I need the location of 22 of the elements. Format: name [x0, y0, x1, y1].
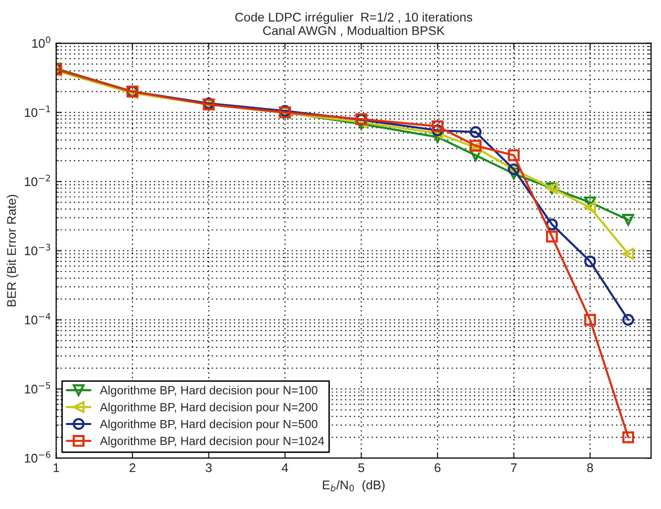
y-tick-label: 10$^{−3}$ [24, 244, 50, 256]
x-tick-label: 6 [434, 463, 440, 472]
chart-title: Code LDPC irrégulier R=1/2 , 10 iterations Canal AWGN , Modualtion BPSK [235, 12, 472, 37]
x-tick-label: 7 [510, 463, 517, 472]
y-tick-label: 10$^{−6}$ [24, 451, 50, 463]
y-tick-label: 10$^{−5}$ [24, 382, 50, 394]
legend-label: Algorithme BP, Hard decision pour N=500 [100, 420, 318, 431]
x-tick-label: 4 [282, 463, 288, 472]
y-tick-label: 10$^{0}$ [32, 36, 50, 48]
legend-label: Algorithme BP, Hard decision pour N=1024 [100, 436, 324, 448]
legend-label: Algorithme BP, Hard decision pour N=100 [100, 386, 318, 397]
x-tick-label: 8 [587, 463, 593, 472]
x-tick-label: 3 [206, 463, 212, 472]
x-tick-label: 5 [358, 463, 364, 472]
x-axis-title: E$_{b}$/N$_{0}$ (dB) [322, 480, 385, 492]
y-axis-title: BER (Bit Error Rate) [6, 194, 18, 306]
y-tick-label: 10$^{−1}$ [24, 106, 50, 117]
legend-label: Algorithme BP, Hard decision pour N=200 [100, 402, 318, 414]
y-tick-label: 10$^{−4}$ [24, 313, 50, 324]
y-tick-label: 10$^{−2}$ [24, 174, 50, 186]
x-tick-label: 1 [54, 463, 60, 472]
x-tick-label: 2 [130, 463, 136, 472]
